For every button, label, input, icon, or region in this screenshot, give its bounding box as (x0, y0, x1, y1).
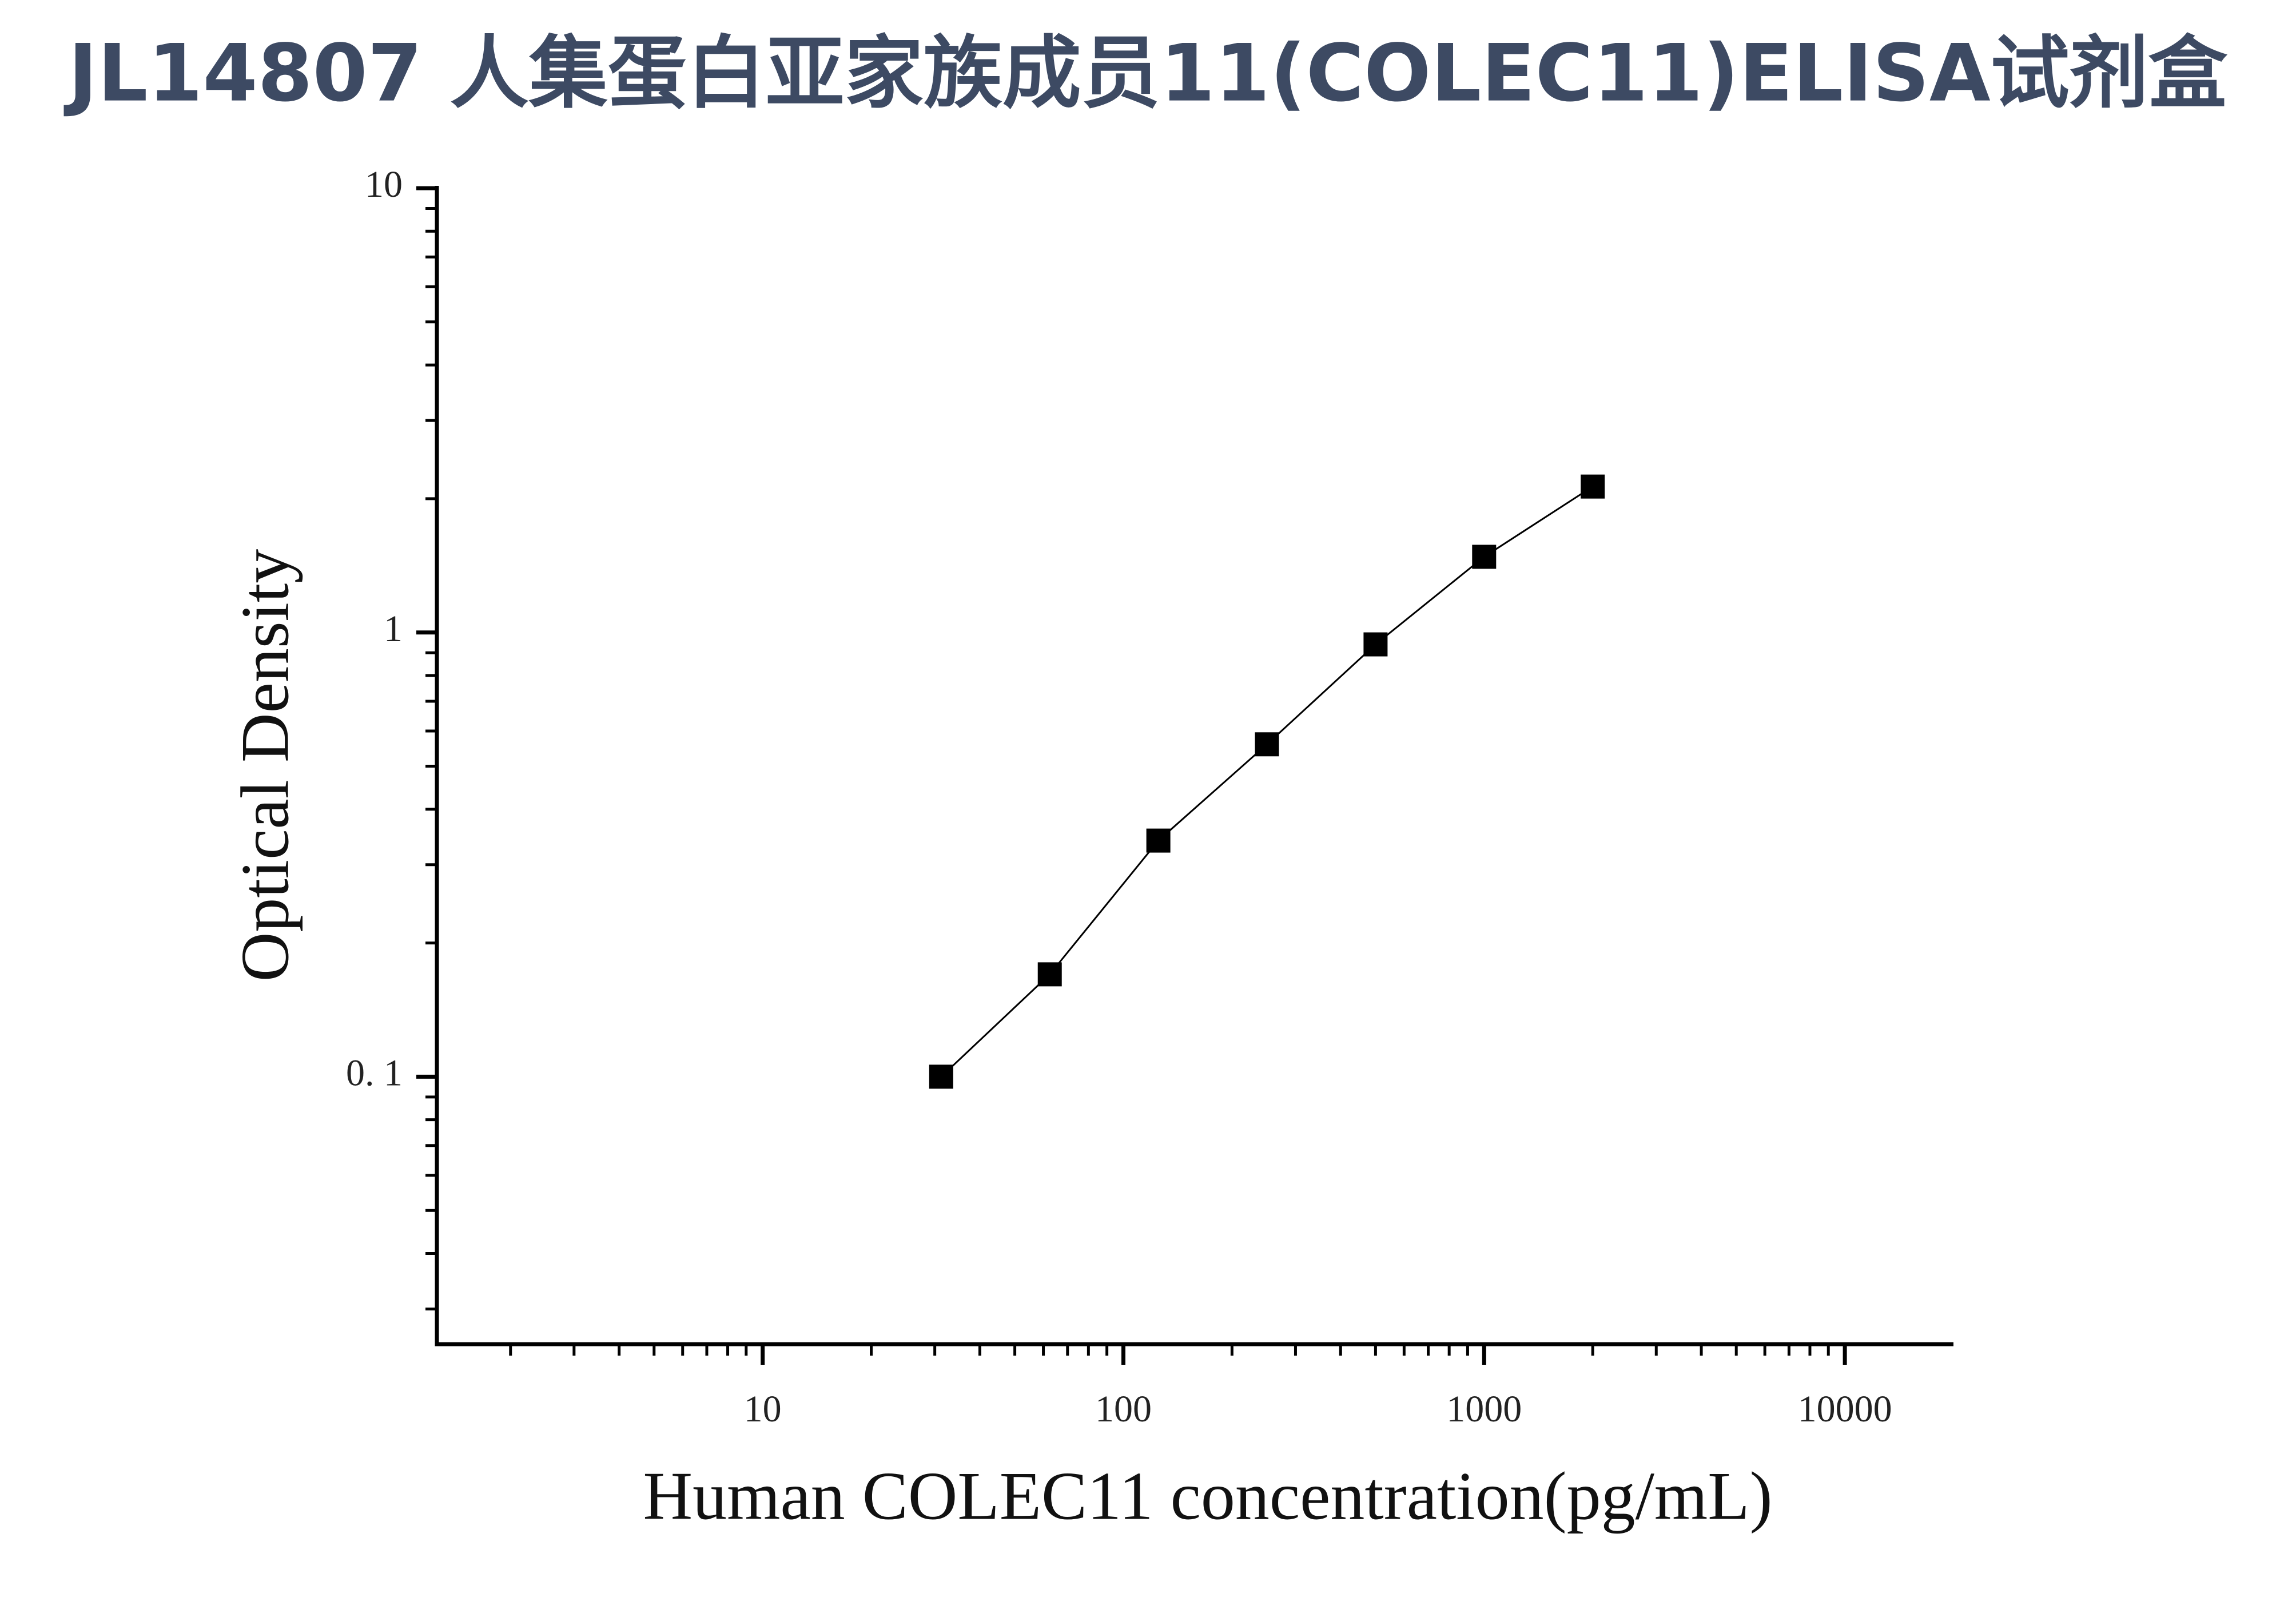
y-axis-label: Optical Density (227, 549, 303, 982)
marker (1037, 962, 1062, 987)
marker (929, 1064, 953, 1089)
x-tick-label: 100 (1095, 1388, 1152, 1430)
marker (1581, 474, 1605, 499)
y-tick-label: 0. 1 (346, 1052, 403, 1094)
y-tick-label: 10 (365, 164, 403, 205)
y-tick-label: 1 (384, 608, 403, 650)
marker (1472, 545, 1497, 569)
chart-title: JL14807 人集蛋白亚家族成员11(COLEC11)ELISA试剂盒 (63, 27, 2227, 120)
marker (1363, 632, 1388, 657)
marker (1255, 732, 1279, 757)
x-axis-label: Human COLEC11 concentration(pg/mL) (643, 1458, 1772, 1534)
curve (940, 486, 1594, 1078)
marker (1146, 828, 1171, 853)
x-tick-label: 10000 (1798, 1388, 1892, 1430)
x-tick-label: 1000 (1446, 1388, 1522, 1430)
x-tick-label: 10 (744, 1388, 782, 1430)
